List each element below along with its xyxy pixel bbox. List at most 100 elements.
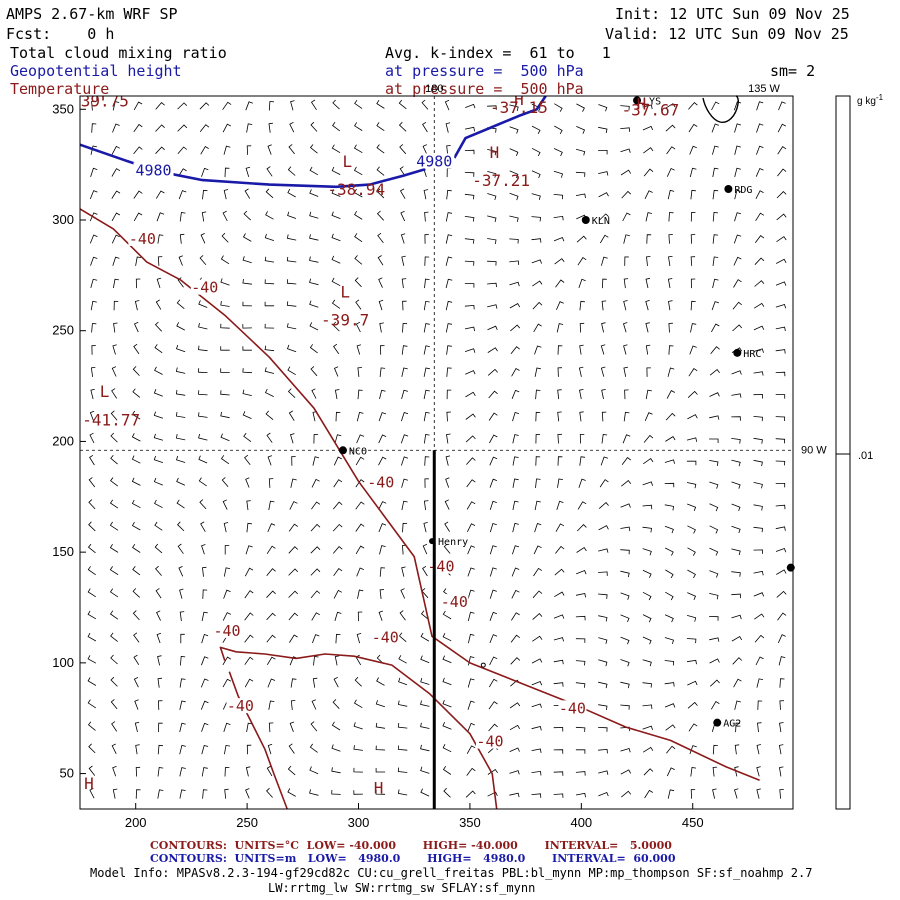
wind-barb	[488, 723, 498, 732]
wind-barb	[643, 458, 654, 465]
wind-barb	[398, 655, 407, 664]
wind-barb	[201, 211, 207, 222]
wind-barb	[356, 434, 365, 444]
wind-barb	[489, 567, 497, 577]
wind-barb	[132, 543, 141, 553]
wind-barb	[464, 216, 475, 222]
wind-barb	[266, 787, 273, 798]
temperature-contour-label: -40	[427, 558, 454, 576]
wind-barb	[288, 546, 299, 554]
wind-barb	[665, 436, 676, 442]
wind-barb	[198, 345, 208, 352]
wind-barb	[268, 101, 274, 111]
wind-barb	[245, 766, 251, 777]
wind-barb	[312, 634, 320, 644]
wind-barb	[601, 434, 608, 444]
wind-barb	[288, 568, 299, 576]
wind-barb	[355, 456, 365, 466]
wind-barb	[533, 545, 542, 555]
wind-barb	[779, 700, 784, 710]
wind-barb	[712, 145, 719, 155]
wind-barb	[509, 702, 521, 709]
model-info-line-1: Model Info: MPASv8.2.3-194-gf29cd82c CU:…	[90, 866, 813, 880]
wind-barb	[733, 279, 742, 288]
wind-barb	[198, 368, 208, 373]
wind-barb	[442, 655, 452, 664]
wind-barb	[268, 478, 274, 488]
wind-barb	[709, 525, 719, 534]
wind-barb	[734, 145, 741, 155]
wind-barb	[224, 767, 230, 777]
wind-barb	[686, 437, 698, 442]
wind-barb	[88, 765, 96, 776]
contour-label-bg	[558, 700, 587, 716]
wind-barb	[331, 744, 341, 752]
wind-barb	[310, 568, 321, 576]
wind-barb	[400, 233, 406, 244]
wind-barb	[201, 633, 209, 644]
wind-barb	[668, 322, 673, 333]
wind-barb	[401, 456, 409, 466]
wind-barb	[535, 456, 541, 466]
wind-barb	[154, 321, 162, 332]
wind-barb	[290, 678, 297, 688]
wind-barb	[509, 238, 519, 244]
wind-barb	[379, 589, 385, 599]
station-dot	[338, 446, 347, 455]
wind-barb	[223, 145, 231, 155]
plot-frame	[79, 95, 794, 810]
wind-barb	[621, 190, 632, 199]
wind-barb	[602, 278, 607, 289]
wind-barb	[424, 456, 430, 466]
wind-barb	[110, 654, 118, 665]
wind-barb	[156, 610, 161, 621]
station-dot	[733, 348, 742, 357]
wind-barb	[620, 659, 630, 667]
wind-barb	[133, 632, 140, 643]
contour-label-bg	[213, 622, 242, 638]
wind-barb	[754, 235, 765, 244]
wind-barb	[487, 347, 498, 353]
wind-barb	[398, 677, 408, 686]
wind-barb	[377, 232, 384, 244]
wind-barb	[709, 392, 720, 397]
wind-barb	[423, 411, 430, 422]
wind-barb	[487, 105, 497, 110]
wind-barb	[154, 366, 163, 375]
y-tick-label: 100	[52, 655, 74, 670]
wind-barb	[442, 633, 452, 642]
wind-barb	[356, 633, 362, 644]
wind-barb	[309, 300, 319, 308]
wind-barb	[242, 278, 252, 285]
wind-barb	[778, 101, 786, 111]
wind-barb	[266, 765, 273, 777]
temperature-contour-label: -40	[476, 733, 503, 751]
wind-barb	[733, 678, 742, 688]
wind-barb	[356, 567, 364, 577]
wind-barb	[264, 323, 275, 329]
wind-barb	[267, 455, 273, 466]
wind-barb	[600, 344, 606, 355]
wind-barb	[620, 526, 631, 532]
wind-barb	[531, 125, 541, 134]
wind-barb	[178, 566, 184, 577]
wind-barb	[264, 256, 275, 263]
wind-barb	[642, 704, 653, 709]
wind-barb	[623, 278, 629, 289]
wind-barb	[401, 389, 409, 400]
wind-barb	[665, 724, 676, 731]
wind-barb	[509, 215, 519, 222]
wind-barb	[378, 434, 387, 444]
wind-barb	[557, 367, 563, 377]
wind-barb	[357, 589, 364, 599]
wind-barb	[775, 526, 786, 531]
wind-barb	[311, 501, 321, 510]
wind-barb	[157, 234, 164, 244]
wind-barb	[665, 569, 674, 579]
y-tick-label: 300	[52, 212, 74, 227]
wind-barb	[576, 569, 587, 575]
temperature-contour-label: -40	[441, 593, 468, 611]
wind-barb	[157, 677, 163, 688]
wind-barb	[154, 543, 163, 554]
